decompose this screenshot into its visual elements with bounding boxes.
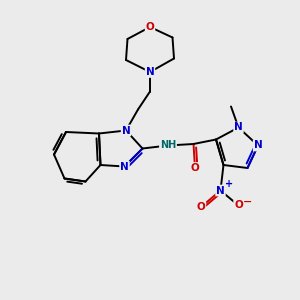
Text: N: N [146, 67, 154, 77]
Text: N: N [234, 122, 243, 133]
Text: O: O [146, 22, 154, 32]
Text: NH: NH [160, 140, 176, 151]
Text: O: O [196, 202, 206, 212]
Text: N: N [120, 161, 129, 172]
Text: N: N [216, 185, 225, 196]
Text: N: N [254, 140, 262, 151]
Text: O: O [190, 163, 200, 173]
Text: +: + [225, 179, 233, 189]
Text: −: − [243, 197, 252, 207]
Text: O: O [234, 200, 243, 211]
Text: N: N [122, 125, 130, 136]
